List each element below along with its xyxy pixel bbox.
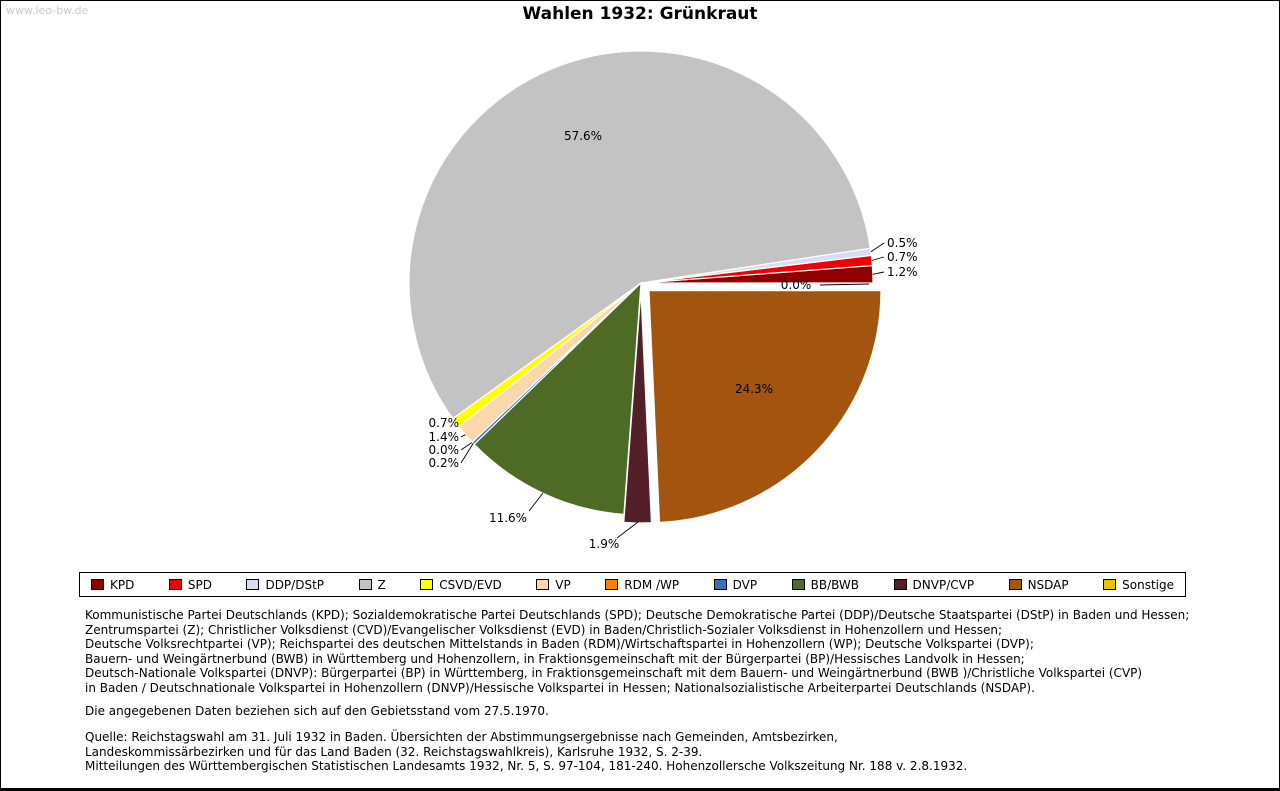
legend-label: DVP: [732, 577, 758, 592]
label-leader-line: [460, 443, 474, 464]
legend-label: KPD: [110, 577, 135, 592]
pie-percent-label-spd: 0.7%: [887, 250, 918, 264]
note-line: Quelle: Reichstagswahl am 31. Juli 1932 …: [85, 730, 838, 745]
label-leader-line: [616, 521, 639, 539]
legend-label: SPD: [187, 577, 212, 592]
legend-item-vp: VP: [536, 577, 571, 592]
territorial-note: Die angegebenen Daten beziehen sich auf …: [85, 703, 549, 718]
pie-percent-label-dvp: 0.2%: [429, 456, 460, 470]
legend-swatch: [605, 579, 619, 590]
pie-percent-label-ddp-dstp: 0.5%: [887, 236, 918, 250]
legend-item-sonstige: Sonstige: [1103, 578, 1174, 592]
pie-percent-label-dnvp-cvp: 1.9%: [589, 537, 620, 551]
note-line: Deutsche Volksrechtpartei (VP); Reichspa…: [85, 637, 1034, 652]
legend-label: RDM /WP: [624, 577, 680, 592]
legend-item-nsdap: NSDAP: [1008, 577, 1069, 592]
label-leader-line: [819, 283, 870, 286]
legend-label: DNVP/CVP: [912, 577, 975, 592]
legend-label: BB/BWB: [810, 577, 860, 592]
legend-swatch: [713, 579, 727, 590]
legend-label: DDP/DStP: [265, 577, 325, 592]
pie-slice-z: [408, 50, 872, 420]
source-note: Quelle: Reichstagswahl am 31. Juli 1932 …: [85, 730, 1259, 774]
label-leader-line: [460, 441, 473, 451]
legend-item-spd: SPD: [168, 577, 212, 592]
legend-label: Z: [377, 577, 386, 592]
pie-slice-nsdap: [648, 289, 882, 523]
watermark: www.leo-bw.de: [6, 4, 89, 17]
notes: Kommunistische Partei Deutschlands (KPD)…: [85, 608, 1259, 782]
party-definitions: Kommunistische Partei Deutschlands (KPD)…: [85, 608, 1259, 696]
legend-item-dvp: DVP: [713, 577, 758, 592]
pie-slice-dnvp-cvp: [623, 290, 653, 524]
legend-label: NSDAP: [1027, 577, 1069, 592]
note-line: Landeskommissärbezirken und für das Land…: [85, 744, 703, 759]
legend-label: CSVD/EVD: [439, 577, 502, 592]
note-line: Zentrumspartei (Z); Christlicher Volksdi…: [85, 622, 1003, 637]
note-line: Mitteilungen des Württembergischen Stati…: [85, 759, 968, 774]
label-leader-line: [871, 256, 885, 261]
pie-percent-label-nsdap: 24.3%: [735, 382, 773, 396]
pie-percent-label-kpd: 1.2%: [887, 265, 918, 279]
legend-swatch: [246, 579, 260, 590]
legend-swatch: [168, 579, 182, 590]
legend-swatch: [358, 579, 372, 590]
legend-swatch: [420, 579, 434, 590]
pie-percent-label-vp: 1.4%: [429, 430, 460, 444]
pie-percent-label-bb-bwb: 11.6%: [489, 511, 527, 525]
pie-chart: 1.2%0.7%0.5%57.6%0.7%1.4%0.0%0.2%11.6%1.…: [408, 50, 918, 551]
legend-item-csvd-evd: CSVD/EVD: [420, 578, 502, 592]
legend-item-ddp-dstp: DDP/DStP: [246, 578, 324, 592]
note-line: Deutsch-Nationale Volkspartei (DNVP): Bü…: [85, 666, 1143, 681]
legend-item-rdm-wp: RDM /WP: [605, 578, 679, 592]
label-leader-line: [528, 492, 544, 512]
legend-swatch: [536, 579, 550, 590]
legend-item-dnvp-cvp: DNVP/CVP: [893, 577, 975, 592]
legend-swatch: [791, 579, 805, 590]
legend-item-z: Z: [358, 577, 386, 592]
note-line: Kommunistische Partei Deutschlands (KPD)…: [85, 608, 1190, 622]
pie-percent-label-z: 57.6%: [564, 129, 602, 143]
legend-swatch: [1008, 579, 1022, 590]
label-leader-line: [870, 242, 885, 253]
legend-swatch: [1103, 579, 1117, 590]
legend-label: Sonstige: [1122, 577, 1174, 592]
legend-label: VP: [555, 577, 571, 592]
legend-swatch: [91, 579, 104, 590]
legend-item-bb-bwb: BB/BWB: [791, 577, 860, 592]
legend-item-kpd: KPD: [91, 578, 134, 592]
pie-percent-label-csvd-evd: 0.7%: [429, 416, 460, 430]
pie-percent-label-rdm-wp: 0.0%: [429, 443, 460, 457]
chart-title: Wahlen 1932: Grünkraut: [522, 4, 758, 24]
pie-percent-label-sonstige: 0.0%: [781, 278, 812, 292]
note-line: Bauern- und Weingärtnerbund (BWB) in Wür…: [85, 651, 1025, 666]
note-line: in Baden / Deutschnationale Volkspartei …: [85, 680, 1035, 695]
label-leader-line: [460, 434, 466, 438]
legend: KPD SPD DDP/DStP Z CSVD/EVD VP RDM /WP DVP BB/BW…: [79, 572, 1186, 597]
legend-swatch: [893, 579, 907, 590]
label-leader-line: [872, 271, 885, 275]
